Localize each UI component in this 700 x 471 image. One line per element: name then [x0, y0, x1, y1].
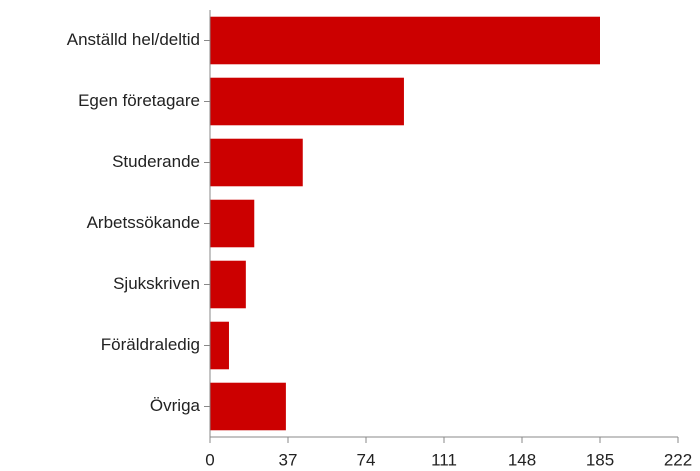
x-tick-label: 111	[431, 450, 457, 469]
y-tick-label: Sjukskriven	[113, 274, 200, 293]
y-tick-label: Egen företagare	[78, 91, 200, 110]
bar	[210, 321, 229, 370]
y-tick-label: Övriga	[150, 396, 201, 415]
bar	[210, 382, 286, 431]
bar	[210, 16, 600, 65]
bar	[210, 77, 404, 126]
x-tick-label: 222	[664, 450, 692, 469]
bar	[210, 260, 246, 309]
x-tick-label: 74	[357, 450, 376, 469]
x-tick-label: 185	[586, 450, 614, 469]
y-tick-label: Studerande	[112, 152, 200, 171]
y-tick-label: Anställd hel/deltid	[67, 30, 200, 49]
x-tick-label: 148	[508, 450, 536, 469]
bar	[210, 199, 255, 248]
x-tick-label: 0	[205, 450, 214, 469]
bar	[210, 138, 303, 187]
y-tick-label: Föräldraledig	[101, 335, 200, 354]
y-tick-label: Arbetssökande	[87, 213, 200, 232]
x-tick-label: 37	[279, 450, 298, 469]
